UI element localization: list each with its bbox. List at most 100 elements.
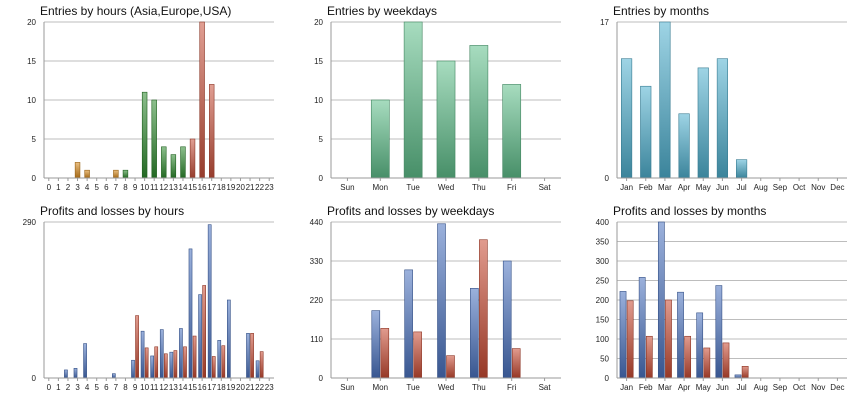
x-tick-label: 19	[226, 183, 235, 192]
x-tick-label: Aug	[754, 383, 768, 392]
x-tick-label: 13	[169, 383, 178, 392]
x-tick-label: 5	[94, 383, 99, 392]
y-tick-label: 10	[314, 96, 323, 105]
y-tick-label: 0	[32, 374, 37, 383]
bar-profits-10	[140, 330, 145, 379]
y-tick-label: 100	[596, 335, 610, 344]
x-tick-label: 16	[198, 183, 207, 192]
y-tick-label: 0	[319, 374, 324, 383]
chart-title: Profits and losses by months	[613, 204, 766, 218]
x-tick-label: Sun	[340, 183, 354, 192]
x-tick-label: Tue	[406, 383, 420, 392]
bar-losses-9	[135, 315, 139, 379]
x-tick-label: Sat	[539, 183, 552, 192]
x-tick-label: Thu	[472, 383, 486, 392]
bar-profits-tue	[404, 269, 413, 379]
x-tick-label: 17	[207, 383, 216, 392]
bar-profits-19	[227, 299, 231, 379]
x-tick-label: 2	[66, 183, 71, 192]
x-tick-label: 18	[217, 183, 226, 192]
x-tick-label: 8	[123, 183, 128, 192]
y-tick-label: 350	[596, 238, 610, 247]
bar-losses-16	[202, 285, 206, 379]
x-tick-label: 3	[75, 383, 80, 392]
x-tick-label: 10	[140, 183, 149, 192]
y-tick-label: 110	[310, 335, 323, 344]
x-tick-label: 23	[265, 383, 274, 392]
x-tick-label: 14	[179, 183, 188, 192]
y-tick-label: 20	[27, 18, 36, 27]
chart-title: Entries by weekdays	[327, 4, 437, 18]
bar-16	[199, 21, 205, 179]
x-tick-label: 18	[217, 383, 226, 392]
x-tick-label: 3	[75, 183, 80, 192]
bar-12	[161, 146, 167, 179]
y-tick-label: 0	[605, 174, 610, 183]
bar-profits-jan	[619, 291, 627, 379]
bar-profits-12	[159, 329, 164, 379]
bar-jan	[621, 58, 633, 179]
bar-mar	[659, 21, 671, 179]
chart-entries-by-hours: Entries by hours (Asia,Europe,USA)051015…	[27, 4, 274, 192]
bar-7	[113, 169, 119, 179]
x-tick-label: 1	[56, 383, 61, 392]
y-tick-label: 5	[319, 135, 324, 144]
bar-profits-14	[179, 328, 183, 379]
y-tick-label: 250	[596, 277, 610, 286]
bar-wed	[436, 60, 456, 179]
x-tick-label: 7	[114, 383, 119, 392]
x-tick-label: Jun	[716, 383, 729, 392]
x-tick-label: Jan	[620, 183, 633, 192]
x-tick-label: 10	[140, 383, 149, 392]
bar-profits-2	[64, 369, 68, 379]
bar-profits-15	[188, 248, 193, 379]
bar-thu	[469, 45, 489, 179]
bar-profits-mar	[657, 221, 665, 379]
x-tick-label: Mon	[373, 383, 389, 392]
y-tick-label: 330	[310, 257, 324, 266]
x-tick-label: 11	[150, 383, 159, 392]
y-tick-label: 0	[32, 174, 37, 183]
bar-losses-21	[250, 333, 254, 379]
x-tick-label: 20	[236, 383, 245, 392]
y-tick-label: 0	[605, 374, 610, 383]
bar-losses-feb	[645, 335, 653, 379]
x-tick-label: Oct	[793, 183, 806, 192]
y-tick-label: 440	[310, 218, 324, 227]
bar-profits-13	[169, 351, 174, 379]
bar-jun	[716, 58, 728, 179]
x-tick-label: Feb	[639, 183, 653, 192]
bar-4	[84, 169, 90, 179]
x-tick-label: 12	[159, 383, 168, 392]
x-tick-label: 0	[47, 383, 52, 392]
x-tick-label: 22	[255, 183, 264, 192]
x-tick-label: Mon	[373, 183, 389, 192]
chart-title: Profits and losses by weekdays	[327, 204, 494, 218]
chart-title: Profits and losses by hours	[40, 204, 184, 218]
bar-3	[74, 162, 81, 179]
bar-profits-16	[198, 294, 202, 379]
bar-feb	[640, 85, 652, 179]
y-tick-label: 50	[600, 355, 609, 364]
x-tick-label: Wed	[438, 183, 454, 192]
y-tick-label: 400	[596, 218, 610, 227]
bar-apr	[678, 113, 690, 179]
x-tick-label: 20	[236, 183, 245, 192]
bar-profits-9	[131, 359, 135, 379]
x-tick-label: 15	[188, 183, 197, 192]
x-tick-label: 0	[47, 183, 52, 192]
bar-losses-mar	[665, 299, 672, 379]
x-tick-label: 21	[246, 183, 255, 192]
bar-profits-thu	[470, 288, 479, 379]
y-tick-label: 290	[23, 218, 37, 227]
bar-profits-fri	[502, 260, 512, 379]
chart-entries-by-weekdays: Entries by weekdays 0 5 10 15 20 Sun Mon Tue Wed T…	[314, 4, 561, 192]
bar-profits-mon	[371, 310, 381, 379]
x-tick-label: Nov	[811, 183, 825, 192]
bar-17	[209, 84, 215, 179]
y-tick-label: 20	[314, 18, 323, 27]
x-tick-label: Fri	[507, 183, 517, 192]
chart-title: Entries by hours (Asia,Europe,USA)	[40, 4, 231, 18]
bar-profits-apr	[677, 291, 684, 379]
x-tick-label: 21	[246, 383, 255, 392]
